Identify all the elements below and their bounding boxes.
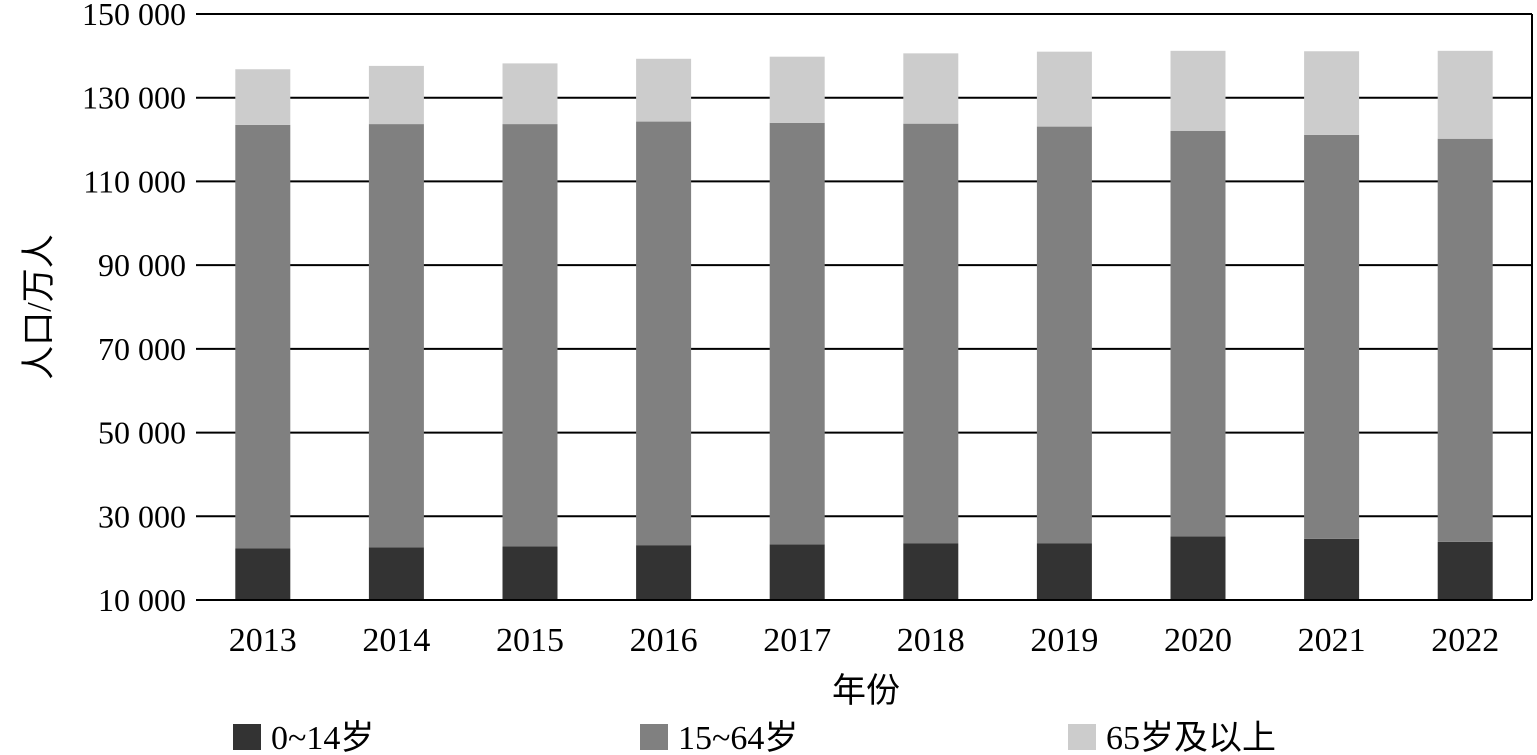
y-tick-label: 130 000	[82, 80, 186, 116]
bar-2022-series-2	[1437, 50, 1493, 139]
x-tick-label: 2020	[1164, 622, 1232, 659]
y-tick-label: 10 000	[98, 582, 186, 618]
legend-label: 0~14岁	[271, 719, 374, 755]
bar-2015-series-0	[502, 546, 558, 600]
x-tick-label: 2014	[362, 622, 430, 659]
x-axis-ticks: 2013 2014 2015 2016 2017 2018 2019 2020 2021 2022	[229, 622, 1499, 659]
bar-2016-series-1	[636, 121, 692, 546]
bar-2019-series-2	[1036, 51, 1092, 127]
bar-2014-series-0	[368, 547, 424, 600]
bar-2015-series-2	[502, 63, 558, 125]
bar-2020-series-0	[1170, 536, 1226, 600]
bar-2018-series-2	[903, 53, 959, 124]
bar-2021-series-1	[1304, 134, 1360, 539]
bar-2020-series-1	[1170, 130, 1226, 537]
bar-2013-series-0	[235, 548, 291, 600]
bar-2019-series-0	[1036, 543, 1092, 600]
bar-2014-series-1	[368, 124, 424, 548]
x-tick-label: 2022	[1431, 622, 1499, 659]
legend-label: 15~64岁	[678, 719, 798, 755]
legend-swatch	[1068, 724, 1096, 750]
x-tick-label: 2017	[763, 622, 831, 659]
bar-2022-series-0	[1437, 541, 1493, 600]
bar-2017-series-2	[769, 56, 825, 123]
bar-2017-series-0	[769, 544, 825, 600]
legend-swatch	[233, 724, 261, 750]
y-tick-label: 30 000	[98, 498, 186, 534]
y-axis-ticks: 10 000 30 000 50 000 70 000 90 000 110 000 130…	[82, 0, 186, 618]
bar-2017-series-1	[769, 122, 825, 545]
x-tick-label: 2013	[229, 622, 297, 659]
bar-2013-series-2	[235, 69, 291, 125]
y-tick-label: 50 000	[98, 415, 186, 451]
bars	[235, 50, 1493, 600]
x-tick-label: 2018	[897, 622, 965, 659]
x-tick-label: 2019	[1030, 622, 1098, 659]
bar-2015-series-1	[502, 124, 558, 547]
bar-2019-series-1	[1036, 126, 1092, 544]
x-axis-label: 年份	[832, 672, 900, 710]
legend-swatch	[640, 724, 668, 750]
bar-2014-series-2	[368, 65, 424, 125]
bar-2018-series-0	[903, 543, 959, 600]
y-axis-label: 人口/万人	[21, 234, 58, 379]
y-tick-label: 150 000	[82, 0, 186, 32]
bar-2018-series-1	[903, 123, 959, 544]
legend: 0~14岁 15~64岁 65岁及以上	[233, 719, 1276, 755]
bar-2016-series-0	[636, 545, 692, 600]
bar-2013-series-1	[235, 124, 291, 549]
bar-2021-series-2	[1304, 51, 1360, 135]
y-tick-label: 90 000	[98, 247, 186, 283]
bar-2022-series-1	[1437, 138, 1493, 542]
bar-2021-series-0	[1304, 538, 1360, 600]
bar-2020-series-2	[1170, 50, 1226, 131]
x-tick-label: 2016	[630, 622, 698, 659]
bar-2016-series-2	[636, 58, 692, 122]
x-tick-label: 2015	[496, 622, 564, 659]
y-tick-label: 70 000	[98, 331, 186, 367]
legend-label: 65岁及以上	[1106, 719, 1276, 755]
x-tick-label: 2021	[1298, 622, 1366, 659]
y-tick-label: 110 000	[83, 163, 186, 199]
